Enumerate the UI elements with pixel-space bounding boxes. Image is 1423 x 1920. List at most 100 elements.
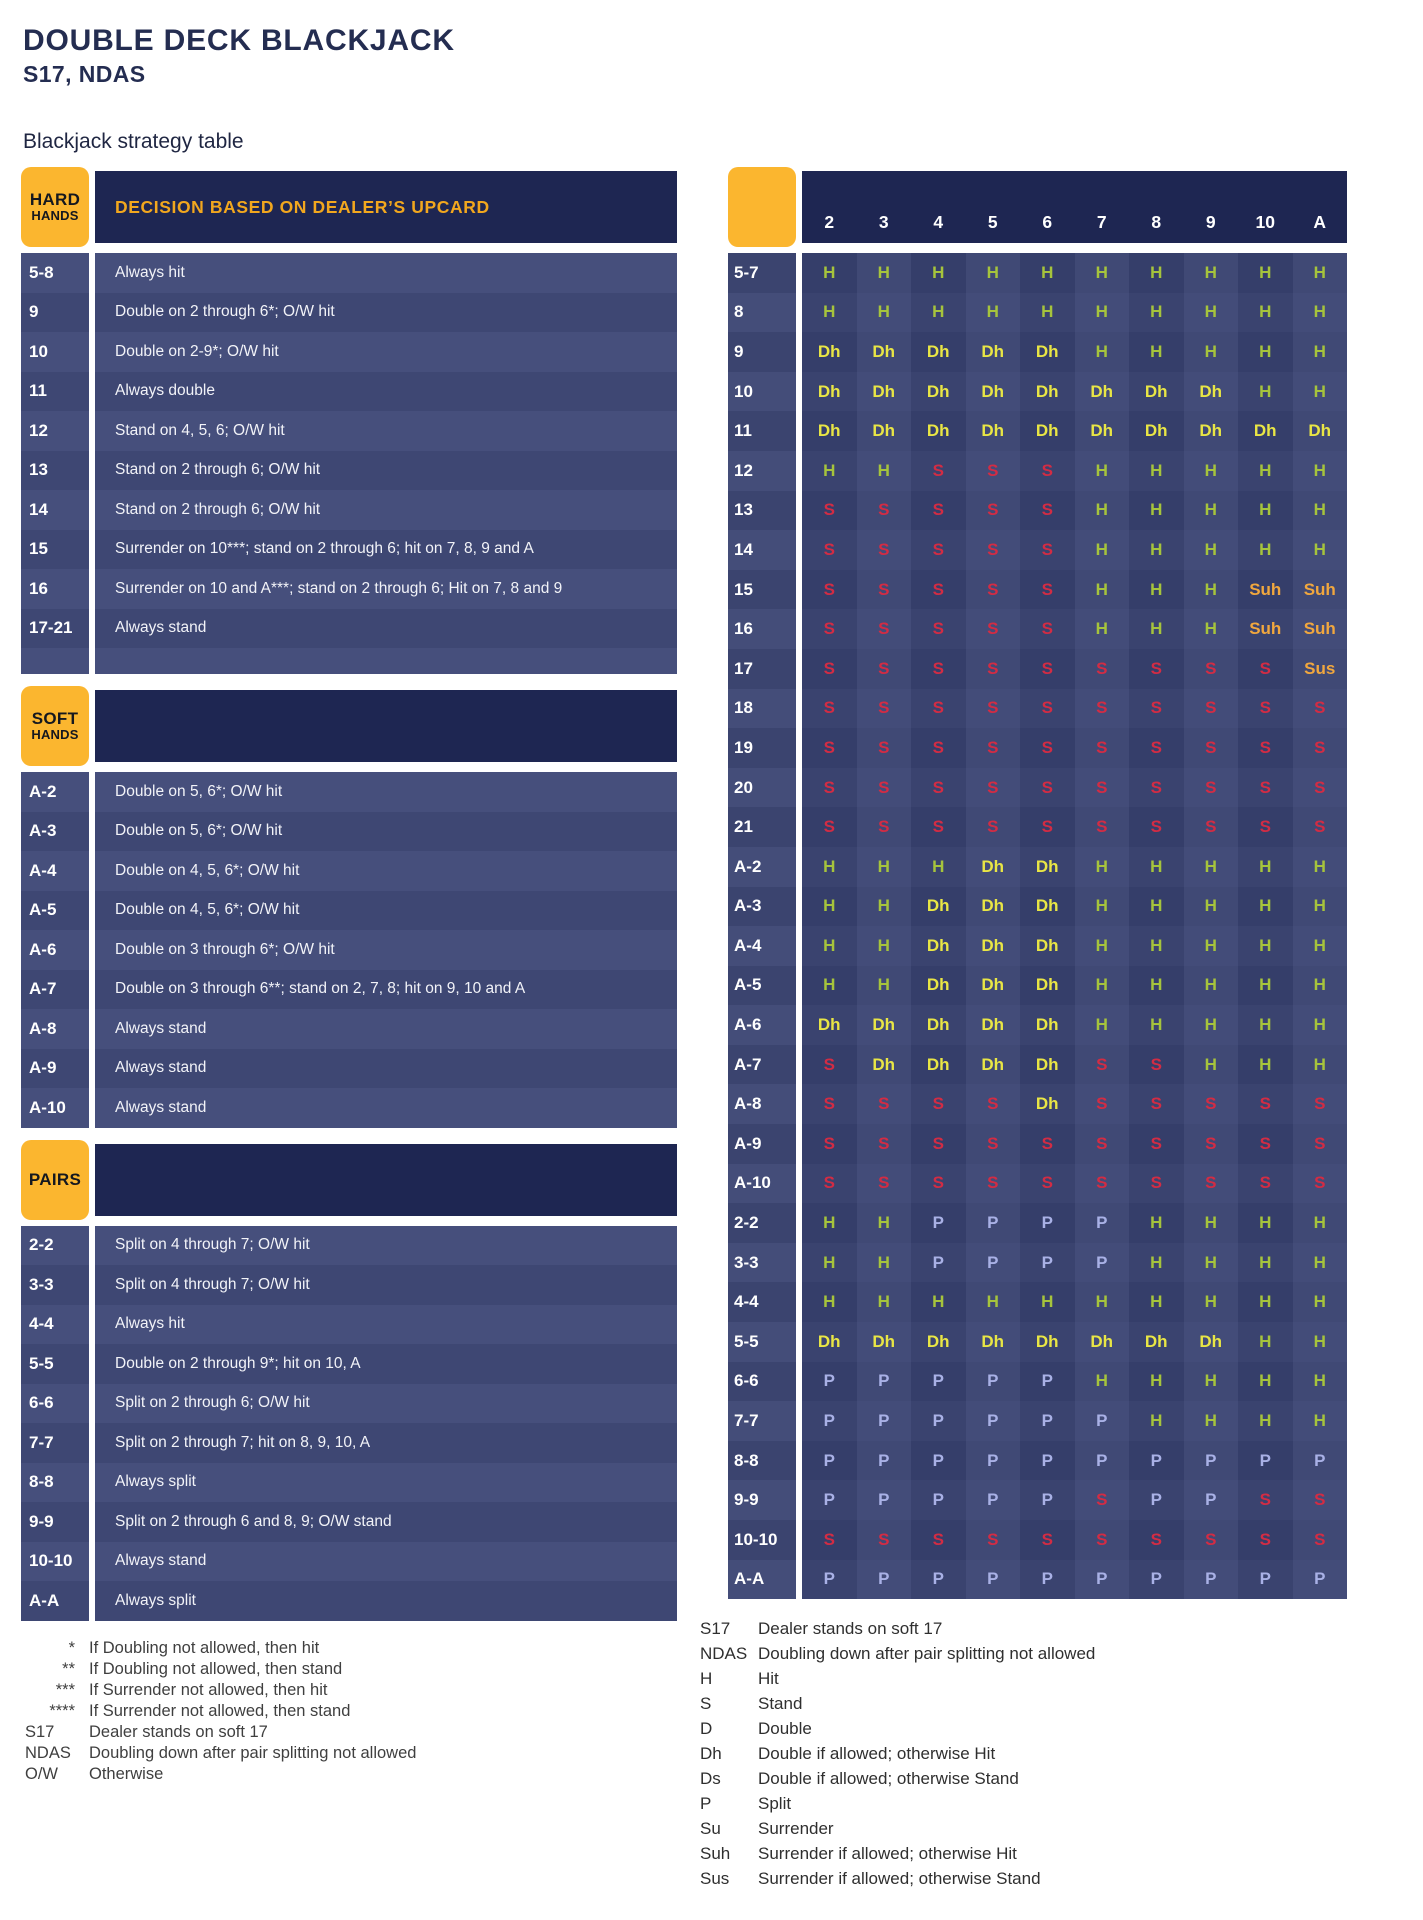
column-divider xyxy=(796,253,802,293)
grid-cells: H H Dh Dh Dh H H H H H xyxy=(802,926,1347,966)
column-divider xyxy=(89,969,95,1009)
grid-cell: Dh xyxy=(965,1044,1020,1085)
grid-cell: H xyxy=(1129,253,1184,293)
grid-cell: S xyxy=(1292,728,1347,768)
grid-cell: S xyxy=(856,648,911,689)
grid-cell: H xyxy=(1074,332,1129,372)
hand-label: A-3 xyxy=(21,811,89,851)
grid-cell: H xyxy=(802,886,857,927)
grid-cell: S xyxy=(802,1520,857,1560)
grid-cell: S xyxy=(1238,1163,1293,1204)
legend-code: NDAS xyxy=(700,1643,748,1663)
grid-cell: S xyxy=(965,1124,1020,1164)
footnote-code: **** xyxy=(49,1702,75,1720)
grid-cell: H xyxy=(1292,1203,1347,1243)
column-divider xyxy=(796,728,802,768)
column-divider xyxy=(796,569,802,610)
decision-row: 3-3 Split on 4 through 7; O/W hit xyxy=(21,1265,677,1305)
grid-cell: H xyxy=(911,292,966,333)
column-divider xyxy=(796,1361,802,1402)
grid-cell: H xyxy=(1292,530,1347,570)
grid-cell: H xyxy=(1292,965,1347,1006)
grid-cell: H xyxy=(1292,332,1347,372)
grid-cells: Dh Dh Dh Dh Dh Dh Dh Dh Dh Dh xyxy=(802,411,1347,451)
column-divider xyxy=(89,930,95,970)
section-header: PAIRS xyxy=(21,1139,677,1220)
upcard-header: 9 xyxy=(1205,212,1216,232)
grid-row: A-6 Dh Dh Dh Dh Dh H H H H H xyxy=(728,1005,1347,1045)
grid-cell: H xyxy=(802,292,857,333)
grid-hand-label: 8-8 xyxy=(728,1440,796,1481)
grid-hand-label: A-3 xyxy=(728,886,796,927)
grid-cell: Dh xyxy=(1129,411,1184,451)
grid-cell: H xyxy=(1129,1242,1184,1283)
grid-cell: P xyxy=(1238,1559,1293,1600)
grid-cell: S xyxy=(911,728,966,768)
grid-cell: H xyxy=(1183,490,1238,531)
grid-row: A-8 S S S S Dh S S S S S xyxy=(728,1084,1347,1125)
grid-hand-label: 11 xyxy=(728,411,796,451)
section-header-bar: DECISION BASED ON DEALER’S UPCARD xyxy=(95,171,677,243)
grid-hand-label: 15 xyxy=(728,569,796,610)
grid-cells: Dh Dh Dh Dh Dh Dh Dh Dh H H xyxy=(802,1322,1347,1362)
grid-row: 13 S S S S S H H H H H xyxy=(728,490,1347,531)
grid-cell: S xyxy=(1074,1163,1129,1204)
grid-cell: H xyxy=(1020,1282,1075,1323)
decision-text: Split on 2 through 6; O/W hit xyxy=(95,1383,677,1423)
grid-cell: H xyxy=(1074,886,1129,927)
grid-cell: H xyxy=(856,450,911,491)
column-divider xyxy=(89,890,95,930)
decision-text: Always stand xyxy=(95,608,677,648)
grid-row: 9 Dh Dh Dh Dh Dh H H H H H xyxy=(728,332,1347,372)
grid-cell: Dh xyxy=(911,965,966,1006)
grid-cell: Dh xyxy=(1020,886,1075,927)
grid-row: A-9 S S S S S S S S S S xyxy=(728,1124,1347,1164)
grid-cell: S xyxy=(1183,648,1238,689)
grid-cell: S xyxy=(1074,1480,1129,1520)
column-divider xyxy=(89,772,95,812)
grid-hand-label: 9 xyxy=(728,332,796,372)
grid-cell: H xyxy=(1183,253,1238,293)
column-divider xyxy=(796,926,802,966)
decision-text: Double on 5, 6*; O/W hit xyxy=(95,811,677,851)
grid-cell: P xyxy=(856,1480,911,1520)
grid-cell: H xyxy=(1238,1282,1293,1323)
legend-text: Surrender if allowed; otherwise Stand xyxy=(758,1868,1041,1888)
upcard-header: 7 xyxy=(1096,212,1107,232)
grid-cell: S xyxy=(856,728,911,768)
grid-cells: S S S S S H H H Suh Suh xyxy=(802,609,1347,649)
footnote-text: If Surrender not allowed, then hit xyxy=(89,1681,328,1699)
grid-cell: H xyxy=(1183,292,1238,333)
grid-cell: H xyxy=(1238,253,1293,293)
grid-cell: H xyxy=(802,846,857,887)
grid-cell: Dh xyxy=(1074,411,1129,451)
grid-cell: H xyxy=(1129,450,1184,491)
decision-text: Split on 2 through 7; hit on 8, 9, 10, A xyxy=(95,1423,677,1463)
grid-cell: P xyxy=(1129,1559,1184,1600)
hand-label: 16 xyxy=(21,569,89,609)
grid-hand-label: 17 xyxy=(728,648,796,689)
grid-cell: H xyxy=(1129,1282,1184,1323)
grid-cell: S xyxy=(1183,807,1238,847)
hand-label: 8-8 xyxy=(21,1462,89,1502)
grid-cell: H xyxy=(856,1282,911,1323)
grid-cell: S xyxy=(911,490,966,531)
grid-row: 18 S S S S S S S S S S xyxy=(728,688,1347,729)
grid-cell: Dh xyxy=(1020,1044,1075,1085)
grid-cell: S xyxy=(1129,1124,1184,1164)
grid-cell: Dh xyxy=(965,1005,1020,1045)
footnote-row: *** If Surrender not allowed, then hit xyxy=(25,1680,416,1701)
column-divider xyxy=(796,846,802,887)
legend-text: Doubling down after pair splitting not a… xyxy=(758,1643,1096,1663)
decision-row: 10 Double on 2-9*; O/W hit xyxy=(21,332,677,372)
grid-cell: H xyxy=(1238,450,1293,491)
grid-cell: H xyxy=(1292,1322,1347,1362)
section-badge-label: SOFT xyxy=(31,709,79,729)
grid-cell: S xyxy=(856,490,911,531)
grid-cell: S xyxy=(1020,490,1075,531)
decision-row: A-2 Double on 5, 6*; O/W hit xyxy=(21,772,677,812)
grid-cell: P xyxy=(856,1401,911,1441)
grid-hand-label: 13 xyxy=(728,490,796,531)
decision-section: HARD HANDS DECISION BASED ON DEALER’S UPCA… xyxy=(21,167,677,674)
column-divider xyxy=(89,1581,95,1621)
